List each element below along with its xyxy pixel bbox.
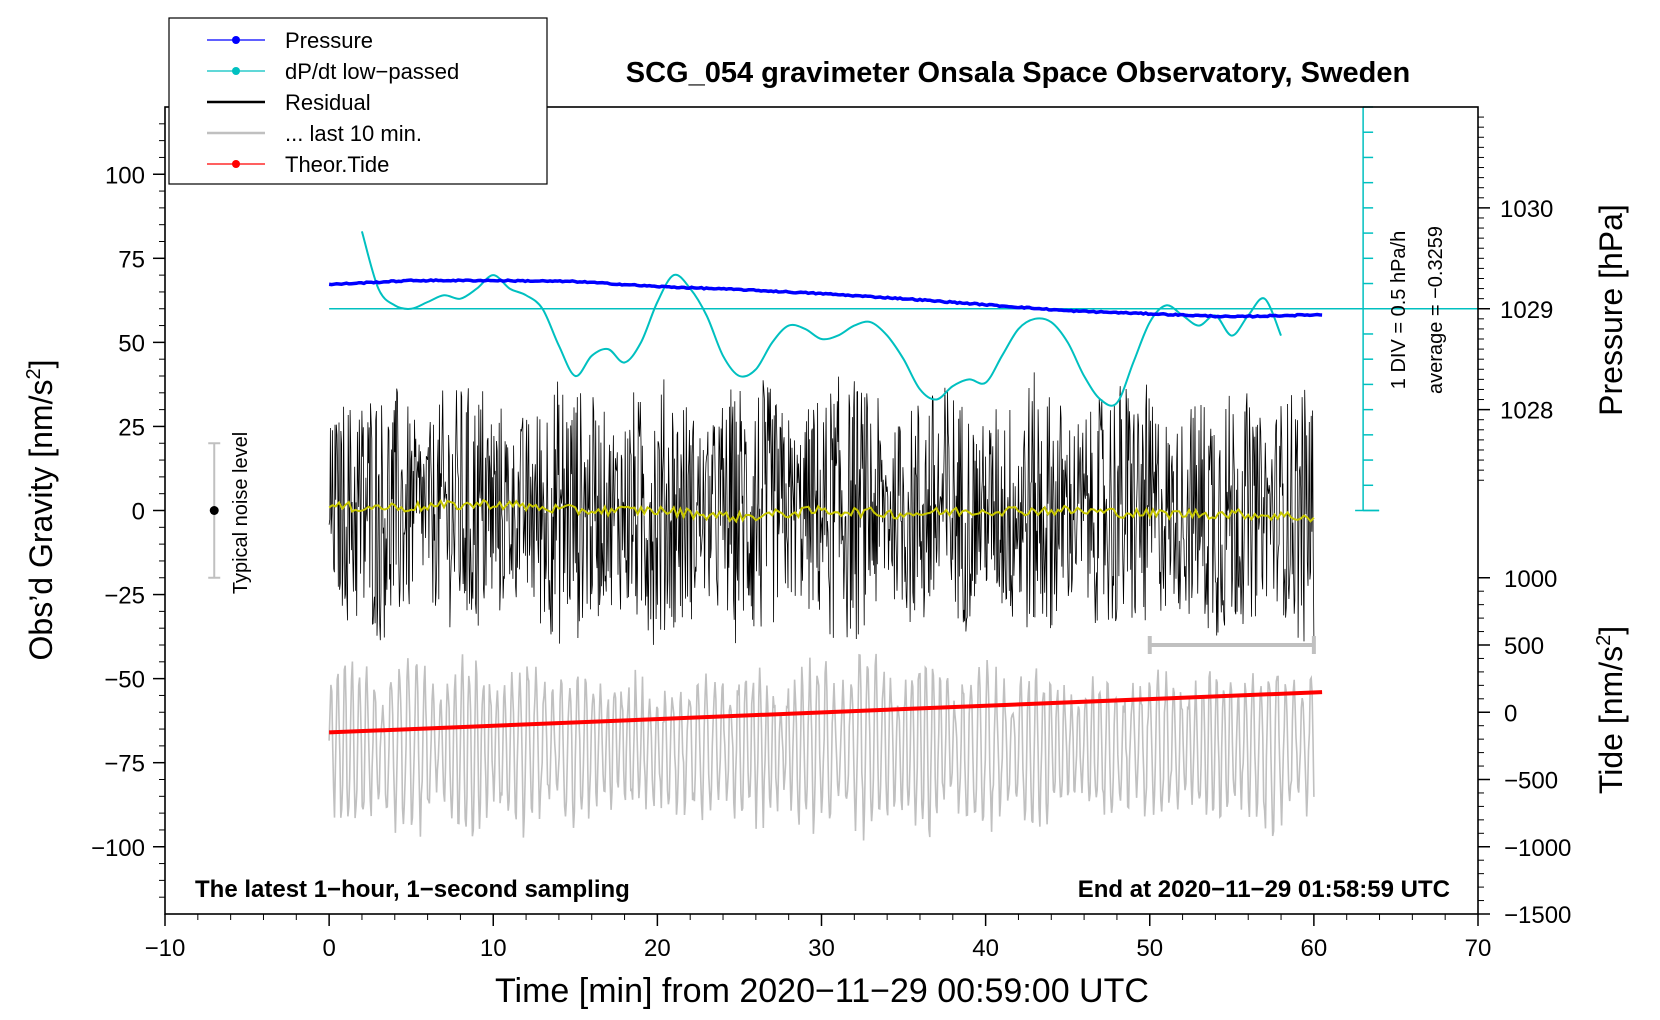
tide-axis-label-sup: 2 (1593, 635, 1615, 646)
x-tick-label: 60 (1301, 935, 1328, 962)
tide-axis-label: Tide [nm/s2] (1593, 626, 1629, 794)
pressure-axis-label: Pressure [hPa] (1593, 204, 1629, 416)
y-tick-label: −25 (104, 583, 145, 610)
y-tick-label: 25 (118, 414, 145, 441)
y-tick-label: 0 (132, 499, 145, 526)
residual-line (328, 372, 1315, 645)
y-tick-label: −100 (91, 835, 145, 862)
legend-swatch-marker (232, 36, 240, 44)
x-tick-label: 50 (1136, 935, 1163, 962)
y-tick-label: 75 (118, 246, 145, 273)
chart-title: SCG_054 gravimeter Onsala Space Observat… (626, 57, 1410, 89)
x-axis-label: Time [min] from 2020−11−29 00:59:00 UTC (495, 972, 1149, 1010)
x-tick-label: 10 (480, 935, 507, 962)
y-tick-label: 100 (105, 162, 145, 189)
noise-level-label: Typical noise level (230, 432, 252, 594)
y-tick-label: 50 (118, 330, 145, 357)
legend-label: Theor.Tide (285, 152, 389, 177)
tide-tick-label: −1500 (1504, 902, 1571, 929)
dpdt-average-label: average = −0.3259 (1425, 226, 1447, 394)
pressure-tick-label: 1028 (1500, 398, 1553, 425)
legend-swatch-marker (232, 67, 240, 75)
dpdt-line (360, 231, 1282, 407)
axes-layer: −10 0 10 20 30 40 50 60 70−100−75−50−25025507510… (91, 116, 1571, 962)
x-tick-label: 20 (644, 935, 671, 962)
y-axis-label-left: Obs’d Gravity [nm/s2] (23, 360, 59, 661)
tide-tick-label: −500 (1504, 768, 1558, 795)
tide-tick-label: 500 (1504, 633, 1544, 660)
series-layer (208, 106, 1478, 841)
tide-tick-label: 1000 (1504, 566, 1557, 593)
pressure-tick-label: 1029 (1500, 297, 1553, 324)
pressure-tick-label: 1030 (1500, 196, 1553, 223)
theor-tide-line (329, 690, 1323, 735)
y-axis-label-left-end: ] (23, 360, 59, 369)
y-axis-label-left-text: Obs’d Gravity [nm/s (23, 380, 59, 661)
legend-swatch-marker (232, 160, 240, 168)
tide-axis-label-end: ] (1593, 626, 1629, 635)
legend-label: Residual (285, 90, 371, 115)
legend-label: ... last 10 min. (285, 121, 422, 146)
x-tick-label: 70 (1465, 935, 1492, 962)
legend-label: Pressure (285, 28, 373, 53)
x-tick-label: 40 (972, 935, 999, 962)
tide-tick-label: −1000 (1504, 835, 1571, 862)
annotation-end-time: End at 2020−11−29 01:58:59 UTC (1078, 876, 1450, 903)
x-tick-label: 30 (808, 935, 835, 962)
x-tick-label: −10 (145, 935, 186, 962)
tide-axis-label-text: Tide [nm/s (1593, 646, 1629, 794)
legend: Pressure dP/dt low−passed Residual ... last… (168, 17, 548, 185)
last-10min-line (328, 653, 1315, 841)
dpdt-div-label: 1 DIV = 0.5 hPa/h (1388, 231, 1410, 389)
annotation-sampling: The latest 1−hour, 1−second sampling (195, 876, 630, 903)
tide-tick-label: 0 (1504, 700, 1517, 727)
noise-level-dot (209, 506, 219, 515)
y-tick-label: −50 (104, 667, 145, 694)
pressure-line (328, 278, 1323, 319)
y-tick-label: −75 (104, 751, 145, 778)
legend-label: dP/dt low−passed (285, 59, 459, 84)
x-tick-label: 0 (322, 935, 335, 962)
residual-smoothed-line (328, 498, 1315, 524)
y-axis-label-left-sup: 2 (23, 368, 45, 379)
